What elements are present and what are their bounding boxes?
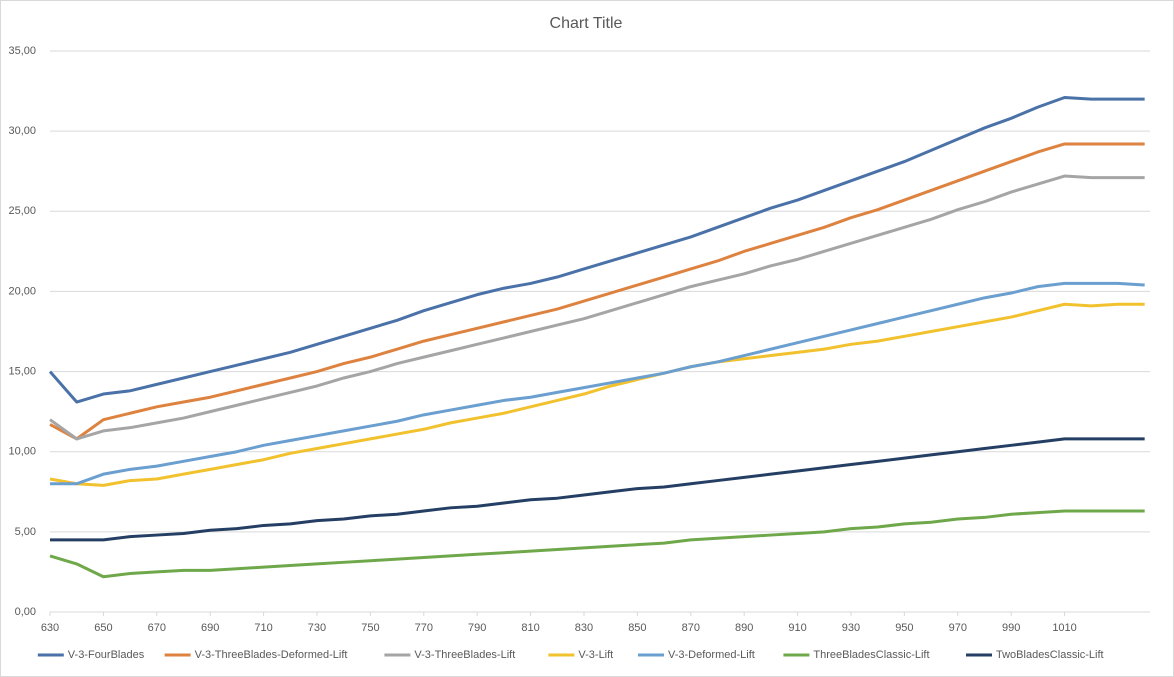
x-tick-label: 890 <box>735 622 753 634</box>
x-tick-label: 930 <box>842 622 860 634</box>
legend-label: V-3-FourBlades <box>68 649 145 661</box>
y-tick-label: 0,00 <box>15 606 36 618</box>
y-tick-label: 10,00 <box>8 446 36 458</box>
legend-label: V-3-ThreeBlades-Lift <box>414 649 515 661</box>
y-tick-label: 15,00 <box>8 365 36 377</box>
y-tick-label: 30,00 <box>8 125 36 137</box>
y-tick-label: 35,00 <box>8 45 36 57</box>
chart-title: Chart Title <box>550 15 623 32</box>
legend-label: V-3-Lift <box>578 649 613 661</box>
x-tick-label: 790 <box>468 622 486 634</box>
series-line <box>49 174 1145 441</box>
x-tick-label: 990 <box>1002 622 1020 634</box>
legend-label: V-3-Deformed-Lift <box>668 649 755 661</box>
legend-label: ThreeBladesClassic-Lift <box>813 649 929 661</box>
x-tick-label: 970 <box>949 622 967 634</box>
x-tick-label: 630 <box>41 622 59 634</box>
x-tick-label: 1010 <box>1052 622 1076 634</box>
series-line <box>48 95 1145 404</box>
x-tick-label: 830 <box>575 622 593 634</box>
legend-label: TwoBladesClassic-Lift <box>996 649 1104 661</box>
x-tick-label: 850 <box>628 622 646 634</box>
x-tick-label: 950 <box>895 622 913 634</box>
series-line <box>50 281 1145 486</box>
legend-label: V-3-ThreeBlades-Deformed-Lift <box>195 649 348 661</box>
series-line <box>50 437 1145 542</box>
x-tick-label: 870 <box>682 622 700 634</box>
x-tick-label: 750 <box>361 622 379 634</box>
x-tick-label: 690 <box>201 622 219 634</box>
x-tick-label: 910 <box>788 622 806 634</box>
x-tick-label: 650 <box>94 622 112 634</box>
x-tick-label: 810 <box>521 622 539 634</box>
x-tick-label: 730 <box>308 622 326 634</box>
x-tick-label: 670 <box>148 622 166 634</box>
x-tick-label: 710 <box>254 622 272 634</box>
series-line <box>49 142 1145 441</box>
x-tick-label: 770 <box>415 622 433 634</box>
series-line <box>49 302 1145 487</box>
series-line <box>49 509 1145 579</box>
y-tick-label: 20,00 <box>8 285 36 297</box>
y-tick-label: 5,00 <box>15 526 36 538</box>
y-tick-label: 25,00 <box>8 205 36 217</box>
